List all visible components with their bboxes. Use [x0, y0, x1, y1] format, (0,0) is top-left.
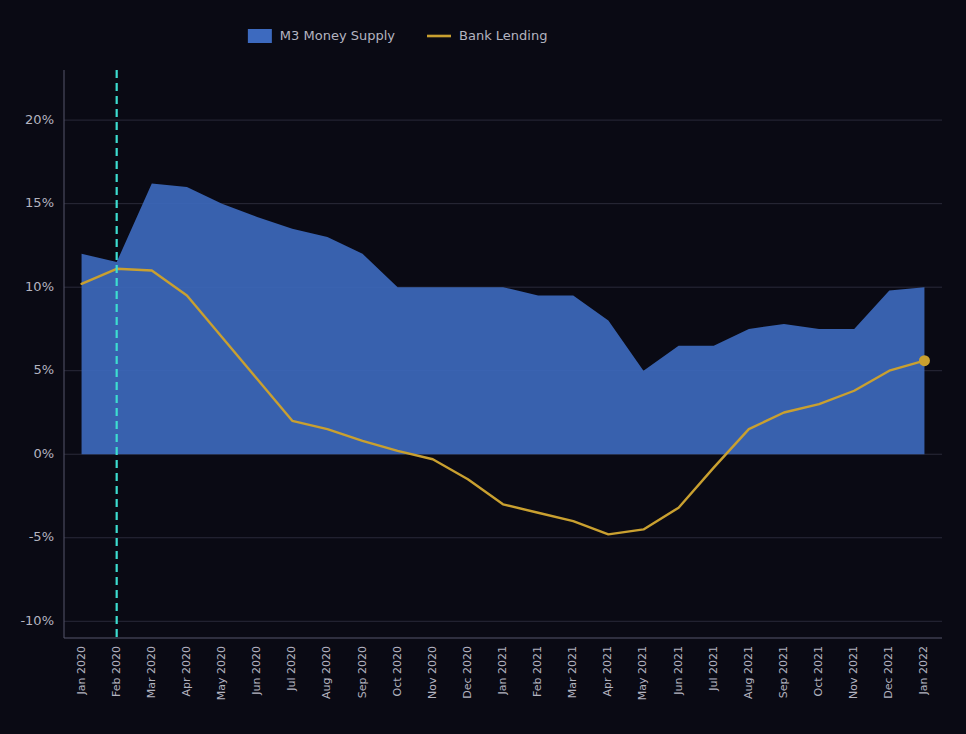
x-tick-label: Jan 2020: [75, 646, 88, 695]
x-tick-label: Jan 2021: [496, 646, 509, 695]
x-tick-label: Mar 2020: [145, 646, 158, 698]
x-tick-label: Oct 2021: [812, 646, 825, 697]
x-tick-label: Sep 2020: [356, 646, 369, 698]
y-axis-line: [64, 70, 65, 638]
x-tick-label: Dec 2020: [461, 646, 474, 699]
x-tick-label: Apr 2021: [601, 646, 614, 697]
x-tick-label: Mar 2021: [566, 646, 579, 698]
x-tick-label: Oct 2020: [391, 646, 404, 697]
end-dot: [919, 355, 930, 366]
x-tick-label: Sep 2021: [777, 646, 790, 698]
legend-swatch: [248, 29, 272, 43]
legend-item: M3 Money Supply: [248, 28, 395, 44]
line: [82, 269, 925, 535]
chart: -10% -5% 0% 5% 10% 15% 20% Jan 2020 Feb 2020 Mar …: [0, 0, 966, 734]
x-tick-label: Dec 2021: [882, 646, 895, 699]
y-tick-label: 15%: [25, 195, 54, 210]
y-tick-label: 5%: [33, 362, 54, 377]
grid-line: [64, 120, 942, 121]
plot-area: [82, 70, 930, 638]
grid-line: [64, 621, 942, 622]
vline: [116, 70, 118, 638]
x-tick-label: Apr 2020: [180, 646, 193, 697]
grid-line: [64, 537, 942, 538]
x-tick-label: Aug 2021: [742, 646, 755, 699]
legend-swatch: [427, 35, 451, 38]
grid: [64, 120, 942, 621]
x-tick-label: Jul 2021: [707, 646, 720, 692]
x-tick-label: Jan 2022: [917, 646, 930, 695]
y-tick-label: -10%: [20, 613, 54, 628]
x-tick-label: Jun 2020: [250, 646, 263, 696]
x-tick-label: Jun 2021: [672, 646, 685, 696]
x-tick-label: May 2020: [215, 646, 228, 700]
axes: -10% -5% 0% 5% 10% 15% 20% Jan 2020 Feb 2020 Mar …: [20, 70, 942, 700]
x-tick-label: Nov 2020: [426, 646, 439, 699]
x-tick-label: Aug 2020: [320, 646, 333, 699]
y-tick-label: 20%: [25, 112, 54, 127]
x-tick-label: Nov 2021: [847, 646, 860, 699]
y-tick-label: -5%: [29, 529, 54, 544]
legend-item: Bank Lending: [427, 28, 547, 43]
y-tick-label: 0%: [33, 446, 54, 461]
legend: M3 Money Supply Bank Lending: [248, 28, 548, 44]
legend-label: M3 Money Supply: [280, 28, 395, 43]
x-axis-line: [64, 638, 942, 639]
x-tick-label: Jul 2020: [285, 646, 298, 692]
x-tick-label: May 2021: [636, 646, 649, 700]
y-tick-label: 10%: [25, 279, 54, 294]
legend-label: Bank Lending: [459, 28, 547, 43]
chart-container: -10% -5% 0% 5% 10% 15% 20% Jan 2020 Feb 2020 Mar …: [0, 0, 966, 734]
page: {"chart_data": { "type": "line", "catego…: [0, 0, 966, 734]
x-tick-label: Feb 2020: [110, 646, 123, 697]
x-tick-label: Feb 2021: [531, 646, 544, 697]
